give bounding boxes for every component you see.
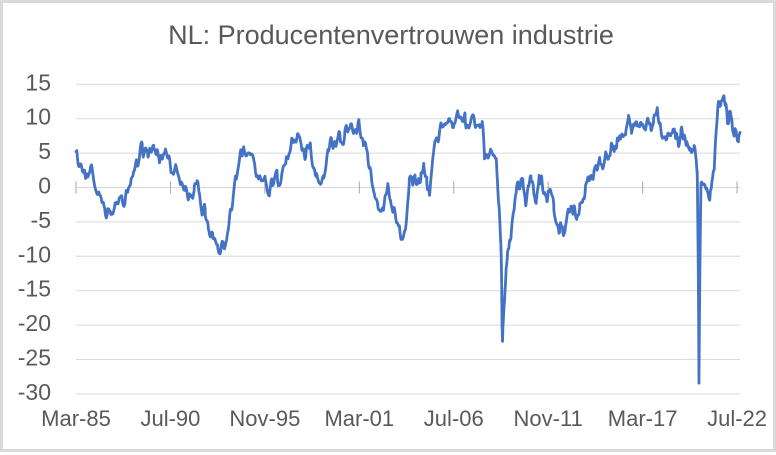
svg-text:Mar-85: Mar-85 <box>41 406 111 431</box>
svg-text:-10: -10 <box>18 241 51 267</box>
svg-text:-15: -15 <box>18 276 51 302</box>
svg-text:-30: -30 <box>18 379 51 405</box>
svg-text:Nov-11: Nov-11 <box>514 406 583 431</box>
svg-text:Mar-01: Mar-01 <box>324 406 394 431</box>
svg-text:-5: -5 <box>31 207 51 233</box>
svg-text:10: 10 <box>25 104 51 130</box>
svg-text:0: 0 <box>38 173 51 199</box>
svg-text:5: 5 <box>38 138 51 164</box>
svg-text:Jul-90: Jul-90 <box>140 406 200 431</box>
svg-text:-25: -25 <box>18 345 51 371</box>
svg-text:Nov-95: Nov-95 <box>229 406 300 431</box>
svg-text:Jul-22: Jul-22 <box>707 406 767 431</box>
svg-text:15: 15 <box>25 69 51 95</box>
svg-text:Jul-06: Jul-06 <box>424 406 484 431</box>
svg-text:-20: -20 <box>18 310 51 336</box>
svg-text:Mar-17: Mar-17 <box>608 406 678 431</box>
